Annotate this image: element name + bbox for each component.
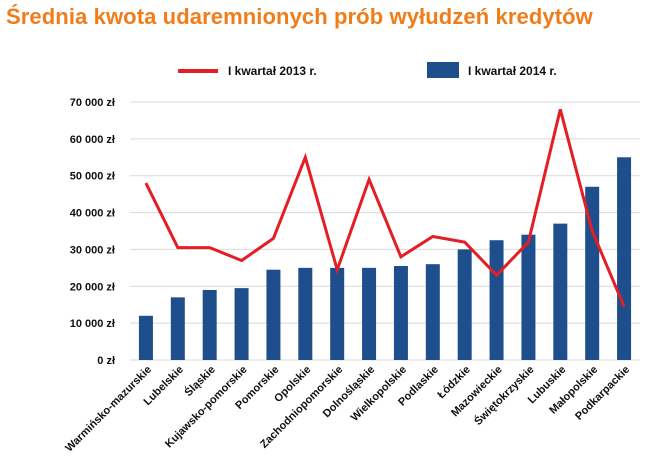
legend: I kwartał 2013 r. I kwartał 2014 r.	[178, 62, 557, 78]
y-tick-label: 70 000 zł	[70, 97, 115, 109]
y-tick-label: 30 000 zł	[70, 244, 115, 256]
series-line	[144, 109, 626, 308]
bar	[393, 266, 408, 360]
line-series-2013	[144, 109, 626, 308]
bar	[521, 234, 536, 360]
y-tick-label: 40 000 zł	[70, 208, 115, 220]
category-label: Wielkopolskie	[349, 364, 409, 424]
bar	[298, 267, 313, 360]
y-tick-label: 10 000 zł	[70, 318, 115, 330]
chart-title: Średnia kwota udaremnionych prób wyłudze…	[6, 4, 593, 29]
bar	[266, 269, 281, 360]
bar	[585, 186, 600, 360]
y-tick-label: 20 000 zł	[70, 281, 115, 293]
bar	[617, 157, 632, 360]
bar	[425, 264, 440, 360]
y-tick-label: 50 000 zł	[70, 171, 115, 183]
x-axis-labels: Warmińsko-mazurskieLubelskieŚląskieKujaw…	[63, 363, 632, 454]
legend-swatch-2014	[427, 62, 459, 78]
bar	[553, 223, 568, 360]
bar-series-2014	[138, 157, 632, 360]
bar	[362, 267, 377, 360]
legend-label-2013: I kwartał 2013 r.	[228, 64, 317, 78]
bar	[457, 249, 472, 360]
bar	[202, 289, 217, 360]
y-axis-ticks: 0 zł 10 000 zł 20 000 zł 30 000 zł 40 000 zł…	[70, 97, 115, 367]
category-label: Warmińsko-mazurskie	[63, 364, 154, 455]
bar	[234, 288, 249, 360]
y-tick-label: 60 000 zł	[70, 134, 115, 146]
y-tick-label: 0 zł	[97, 355, 115, 367]
bar	[330, 267, 345, 360]
legend-label-2014: I kwartał 2014 r.	[468, 64, 557, 78]
bar	[170, 297, 185, 360]
bar	[489, 240, 504, 360]
bar	[138, 315, 153, 360]
